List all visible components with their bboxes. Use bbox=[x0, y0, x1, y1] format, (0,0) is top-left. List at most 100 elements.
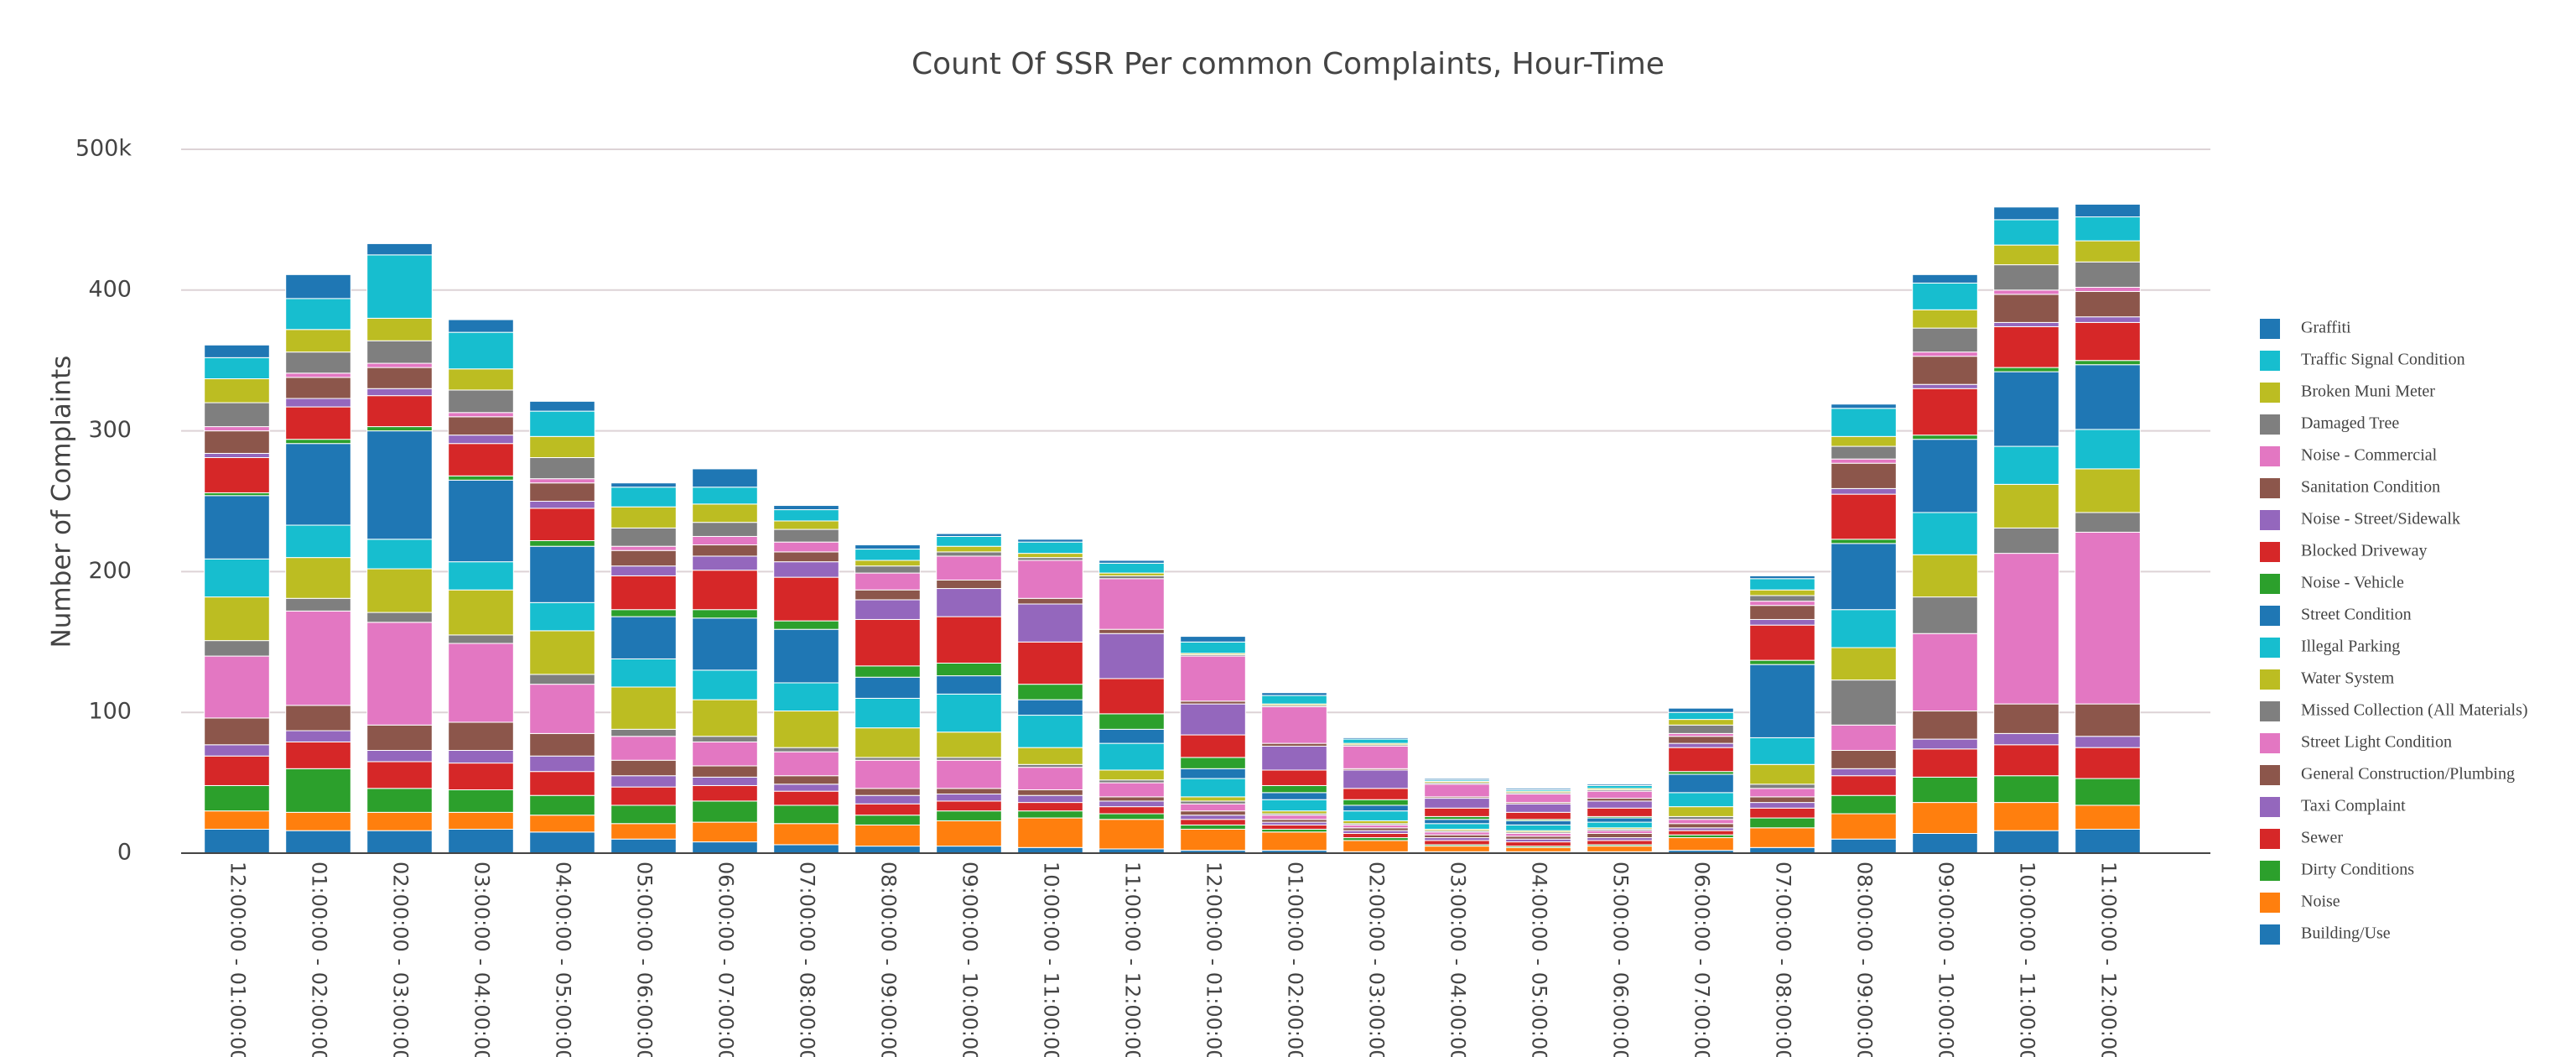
bar-segment bbox=[1668, 732, 1734, 737]
bar-segment bbox=[936, 616, 1002, 664]
bar-segment bbox=[692, 535, 758, 546]
bar-segment bbox=[692, 821, 758, 843]
bar-segment bbox=[285, 398, 351, 408]
legend-label: Blocked Driveway bbox=[2301, 542, 2428, 560]
bar-segment bbox=[1180, 703, 1246, 736]
legend-label: Dirty Conditions bbox=[2301, 861, 2414, 879]
bar-segment bbox=[2075, 804, 2141, 830]
bar-segment bbox=[285, 830, 351, 854]
bar-segment bbox=[448, 634, 514, 644]
legend-label: Building/Use bbox=[2301, 924, 2391, 943]
bar-segment bbox=[610, 838, 677, 854]
x-tick-label: 10:00:00 - 11:00:00 AM bbox=[2016, 862, 2039, 1057]
bar-segment bbox=[204, 596, 270, 642]
bar-segment bbox=[1993, 744, 2059, 777]
legend-swatch bbox=[2260, 383, 2280, 403]
legend-swatch bbox=[2260, 669, 2280, 690]
bar-segment bbox=[773, 520, 839, 530]
bar-segment bbox=[1017, 684, 1083, 700]
bar-segment bbox=[285, 439, 351, 445]
bar-segment bbox=[1424, 834, 1490, 839]
legend-label: Missed Collection (All Materials) bbox=[2301, 701, 2528, 720]
x-tick-label: 03:00:00 - 04:00:00 AM bbox=[1446, 862, 1470, 1057]
bar-segment bbox=[936, 788, 1002, 795]
bar-segment bbox=[448, 643, 514, 723]
bar-segment bbox=[285, 730, 351, 742]
bar-segment bbox=[1180, 700, 1246, 705]
bar-segment bbox=[1912, 388, 1978, 436]
bar-segment bbox=[2075, 747, 2141, 779]
bar-segment bbox=[1912, 435, 1978, 440]
bar-segment bbox=[1749, 796, 1815, 804]
bar-segment bbox=[2075, 286, 2141, 292]
bar-segment bbox=[1343, 824, 1409, 829]
bar-segment bbox=[854, 788, 921, 796]
bar-segment bbox=[1831, 813, 1897, 840]
bar-segment bbox=[1749, 737, 1815, 765]
bar-segment bbox=[610, 565, 677, 576]
bar-segment bbox=[692, 765, 758, 778]
bar-segment bbox=[854, 589, 921, 601]
bar-segment bbox=[854, 757, 921, 761]
bar-segment bbox=[448, 443, 514, 476]
bar-segment bbox=[936, 588, 1002, 617]
bar-segment bbox=[529, 478, 595, 484]
bar-segment bbox=[1098, 796, 1165, 802]
bar-segment bbox=[529, 482, 595, 502]
bar-segment bbox=[610, 736, 677, 761]
bar-segment bbox=[1912, 512, 1978, 555]
bar-segment bbox=[773, 561, 839, 578]
y-tick-label: 0 bbox=[117, 840, 132, 866]
bar-segment bbox=[936, 693, 1002, 733]
bar-segment bbox=[2075, 261, 2141, 288]
legend-swatch bbox=[2260, 510, 2280, 530]
bar-segment bbox=[1587, 821, 1653, 829]
bar-segment bbox=[1424, 831, 1490, 836]
bar-segment bbox=[1098, 800, 1165, 808]
bar-segment bbox=[854, 549, 921, 561]
bar-segment bbox=[1343, 840, 1409, 852]
bar-segment bbox=[529, 601, 595, 632]
bar-segment bbox=[2075, 290, 2141, 318]
bar-segment bbox=[2075, 512, 2141, 533]
bar-segment bbox=[448, 811, 514, 830]
bar-segment bbox=[1017, 810, 1083, 819]
bar-segment bbox=[1993, 732, 2059, 746]
bar-segment bbox=[1017, 539, 1083, 543]
legend-swatch bbox=[2260, 542, 2280, 562]
bar-segment bbox=[1343, 799, 1409, 806]
bar-segment bbox=[610, 686, 677, 730]
bar-segment bbox=[1098, 633, 1165, 680]
bar-segment bbox=[529, 545, 595, 603]
bar-segment bbox=[854, 544, 921, 550]
bar-segment bbox=[448, 561, 514, 591]
x-tick-label: 02:00:00 - 03:00:00 AM bbox=[1365, 862, 1389, 1057]
bar-segment bbox=[854, 794, 921, 804]
bar-segment bbox=[854, 676, 921, 699]
bar-segment bbox=[692, 555, 758, 571]
bar-segment bbox=[448, 789, 514, 813]
bar-segment bbox=[1993, 244, 2059, 266]
bar-segment bbox=[1180, 828, 1246, 851]
bar-segment bbox=[692, 800, 758, 823]
bar-segment bbox=[1668, 719, 1734, 726]
bar-segment bbox=[1587, 798, 1653, 802]
bar-segment bbox=[773, 620, 839, 630]
bar-segment bbox=[204, 828, 270, 854]
bar-segment bbox=[529, 684, 595, 734]
bar-segment bbox=[1749, 589, 1815, 596]
bar-segment bbox=[1749, 784, 1815, 789]
bar-segment bbox=[1993, 206, 2059, 221]
bar-segment bbox=[1261, 831, 1327, 851]
bar-segment bbox=[2075, 321, 2141, 362]
bar-segment bbox=[448, 763, 514, 790]
legend-swatch bbox=[2260, 733, 2280, 753]
bar-segment bbox=[1749, 624, 1815, 661]
bar-segment bbox=[204, 344, 270, 358]
bar-segment bbox=[1587, 784, 1653, 789]
bar-segment bbox=[773, 551, 839, 563]
bar-segment bbox=[285, 741, 351, 769]
bar-segment bbox=[1180, 800, 1246, 804]
bar-segment bbox=[1424, 823, 1490, 830]
bar-segment bbox=[285, 377, 351, 399]
